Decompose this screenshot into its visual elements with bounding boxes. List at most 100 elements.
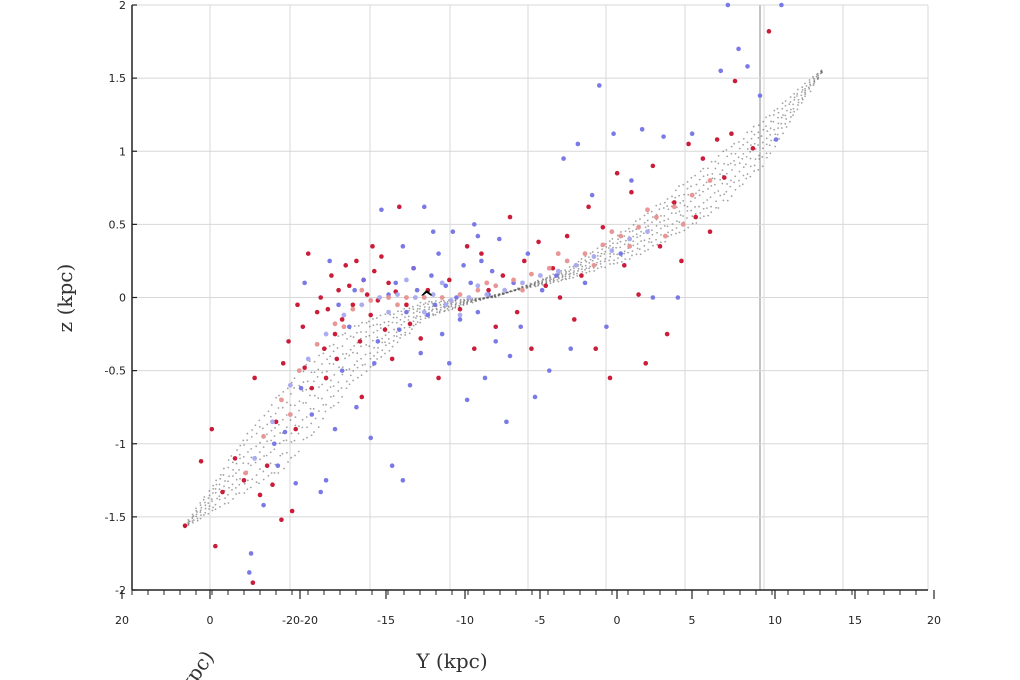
model-point (384, 341, 386, 344)
model-point (259, 441, 261, 444)
blue-sources-point (475, 309, 481, 315)
model-point (639, 218, 641, 221)
model-point (588, 261, 591, 264)
model-point (412, 324, 415, 327)
model-point (289, 419, 292, 421)
blue-sources-point (504, 419, 509, 425)
model-point (357, 324, 360, 327)
model-point (597, 258, 599, 260)
model-point (499, 293, 501, 296)
red-sources-point (250, 580, 256, 585)
pale-red-sources-point (627, 243, 633, 249)
model-point (707, 167, 709, 170)
model-point (591, 259, 594, 262)
red-sources-point (514, 309, 520, 315)
model-point (550, 278, 552, 281)
model-point (345, 352, 348, 355)
red-sources-point (343, 263, 349, 268)
model-point (698, 178, 701, 181)
pale-blue-sources-point (323, 331, 329, 337)
model-point (246, 439, 248, 442)
model-point (439, 303, 442, 306)
pale-blue-sources-point (430, 292, 436, 297)
model-point (249, 486, 252, 489)
model-point (360, 337, 362, 340)
model-point (790, 108, 792, 111)
model-point (682, 199, 685, 202)
model-point (208, 508, 210, 510)
model-point (218, 483, 221, 486)
red-sources-point (209, 426, 215, 432)
red-sources-point (334, 356, 340, 362)
model-point (801, 89, 804, 91)
model-point (580, 258, 583, 260)
model-point (616, 234, 619, 237)
model-point (808, 87, 811, 90)
blue-sources-point (361, 277, 366, 283)
model-point (738, 170, 741, 173)
model-point (640, 240, 643, 243)
model-point (341, 366, 344, 369)
model-point (235, 493, 238, 496)
model-point (227, 466, 230, 469)
model-point (587, 256, 590, 259)
model-point (262, 478, 265, 481)
model-point (738, 147, 741, 150)
model-point (785, 118, 788, 120)
model-point (255, 432, 258, 435)
model-point (784, 122, 787, 125)
model-point (289, 404, 292, 407)
model-point (702, 175, 705, 178)
model-point (782, 132, 784, 135)
model-point (393, 313, 395, 316)
model-point (674, 212, 677, 214)
red-sources-point (471, 346, 477, 351)
pale-blue-sources-point (386, 309, 391, 315)
model-point (792, 103, 795, 106)
blue-sources-point (425, 312, 431, 318)
model-point (352, 369, 355, 372)
model-point (746, 173, 749, 176)
model-point (761, 156, 764, 158)
model-point (404, 334, 407, 336)
model-point (294, 416, 297, 419)
model-point (749, 175, 752, 178)
model-point (246, 432, 249, 435)
model-point (691, 222, 694, 225)
model-point (387, 324, 390, 327)
model-point (804, 82, 806, 85)
model-point (321, 383, 323, 386)
model-point (643, 245, 646, 247)
model-point (609, 263, 611, 265)
model-point (290, 441, 293, 443)
red-sources-point (359, 394, 365, 400)
model-point (255, 445, 258, 448)
model-point (341, 333, 344, 336)
model-point (596, 254, 599, 257)
model-point (230, 455, 233, 457)
model-point (638, 248, 641, 251)
pale-red-sources-point (680, 221, 686, 227)
model-point (753, 142, 756, 145)
red-sources-point (564, 233, 570, 239)
model-point (302, 438, 305, 441)
model-point (758, 158, 761, 160)
blue-sources-point (475, 233, 481, 239)
grid (132, 4, 929, 591)
model-point (224, 497, 227, 499)
model-point (719, 194, 722, 197)
model-point (227, 480, 229, 483)
pale-blue-sources-point (475, 283, 481, 289)
model-point (737, 156, 740, 159)
model-point (356, 376, 359, 379)
model-point (636, 243, 639, 245)
model-point (208, 505, 211, 508)
red-sources-point (368, 312, 374, 318)
model-point (395, 316, 398, 319)
model-point (294, 454, 296, 457)
model-point (765, 143, 768, 146)
model-point (721, 182, 724, 185)
model-point (652, 244, 654, 247)
model-point (541, 279, 544, 282)
model-point (715, 200, 718, 203)
